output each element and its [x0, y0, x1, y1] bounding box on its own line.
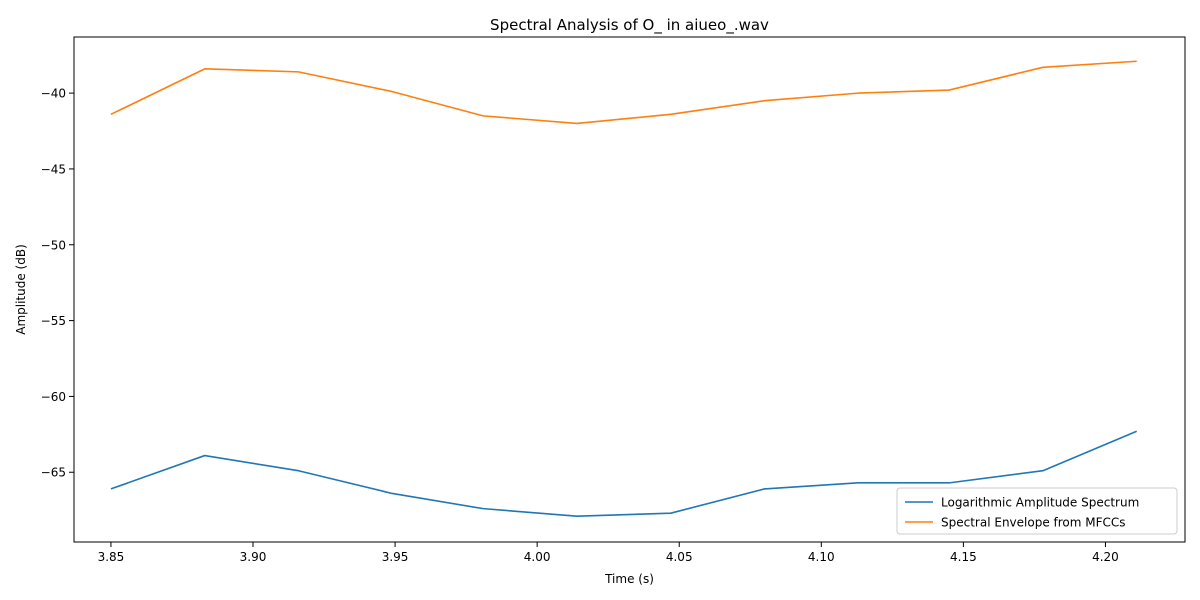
series-line-1 [110, 430, 1138, 518]
axes-frame [73, 36, 1186, 543]
y-axis-label: Amplitude (dB) [14, 244, 28, 335]
series-line-2 [110, 60, 1137, 125]
y-tick-label: −45 [41, 162, 66, 176]
x-tick-label: 4.10 [808, 550, 835, 564]
x-axis: 3.85 3.90 3.95 4.00 4.05 4.10 4.15 4.20 [98, 542, 1119, 564]
x-tick-label: 4.00 [524, 550, 551, 564]
y-axis: −65 −60 −55 −50 −45 −40 [41, 87, 74, 480]
legend: Logarithmic Amplitude Spectrum Spectral E… [896, 487, 1178, 535]
x-tick-label: 3.95 [382, 550, 409, 564]
x-tick-label: 4.05 [666, 550, 693, 564]
x-tick-label: 4.20 [1092, 550, 1119, 564]
legend-label: Logarithmic Amplitude Spectrum [941, 496, 1139, 510]
x-tick-label: 3.90 [240, 550, 267, 564]
legend-box [896, 487, 1178, 535]
x-tick-label: 3.85 [98, 550, 125, 564]
y-tick-label: −60 [41, 390, 66, 404]
y-tick-label: −50 [41, 238, 66, 252]
chart-title: Spectral Analysis of O_ in aiueo_.wav [490, 16, 769, 35]
legend-label: Spectral Envelope from MFCCs [941, 516, 1126, 530]
x-tick-label: 4.15 [950, 550, 977, 564]
y-tick-label: −40 [41, 87, 66, 101]
y-tick-label: −55 [41, 314, 66, 328]
y-tick-label: −65 [41, 466, 66, 480]
plot-area [110, 60, 1138, 518]
x-axis-label: Time (s) [604, 572, 654, 586]
